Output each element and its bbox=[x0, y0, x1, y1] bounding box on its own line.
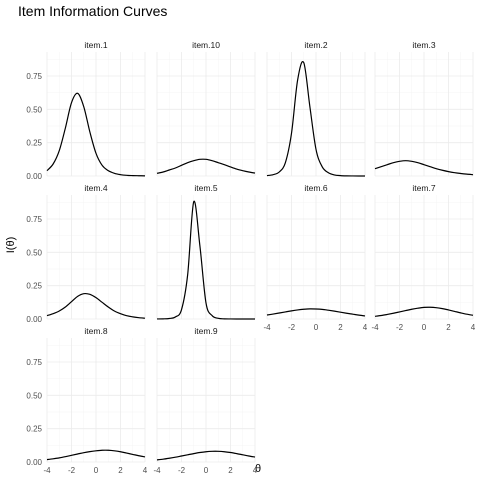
y-tick-label: 0.00 bbox=[26, 315, 42, 324]
y-tick-label: 0.25 bbox=[26, 425, 42, 434]
facet-panel: item.7 -4 -2 0 2 4 bbox=[371, 183, 475, 332]
x-axis-title: θ bbox=[255, 463, 261, 475]
facet-strip-label: item.9 bbox=[194, 326, 217, 336]
facet-panel: item.2 bbox=[266, 40, 366, 177]
facet-strip-label: item.1 bbox=[84, 40, 107, 50]
x-tick-label: -2 bbox=[288, 323, 296, 332]
x-tick-label: 4 bbox=[143, 466, 148, 475]
x-tick-label: -4 bbox=[153, 466, 161, 475]
information-curve bbox=[266, 61, 366, 177]
information-curve bbox=[374, 160, 474, 176]
x-tick-label: -2 bbox=[396, 323, 404, 332]
facet-strip-label: item.7 bbox=[412, 183, 435, 193]
facet-strip-label: item.6 bbox=[304, 183, 327, 193]
x-tick-label: -4 bbox=[263, 323, 271, 332]
y-tick-label: 0.75 bbox=[26, 72, 42, 81]
x-tick-label: 0 bbox=[204, 466, 209, 475]
y-tick-label: 0.50 bbox=[26, 248, 42, 257]
facet-strip-label: item.3 bbox=[412, 40, 435, 50]
information-curve bbox=[374, 306, 474, 317]
information-curve bbox=[156, 450, 256, 461]
y-tick-label: 0.75 bbox=[26, 215, 42, 224]
y-tick-label: 0.25 bbox=[26, 139, 42, 148]
facet-strip-label: item.10 bbox=[192, 40, 220, 50]
facet-panel: item.5 bbox=[156, 183, 256, 320]
y-axis-title: I(θ) bbox=[5, 237, 17, 254]
x-tick-label: 4 bbox=[363, 323, 368, 332]
facet-panel: item.8 0.00 0.25 0.50 0.75 -4 -2 0 2 4 bbox=[26, 326, 147, 475]
facet-strip-label: item.8 bbox=[84, 326, 107, 336]
facet-strip-label: item.5 bbox=[194, 183, 217, 193]
x-tick-label: -2 bbox=[178, 466, 186, 475]
y-tick-label: 0.50 bbox=[26, 391, 42, 400]
x-tick-label: -4 bbox=[43, 466, 51, 475]
x-tick-label: 4 bbox=[471, 323, 476, 332]
x-tick-label: 0 bbox=[422, 323, 427, 332]
facet-panels: item.1 0.00 0.25 0.50 0.75 item.10 item.2 item.… bbox=[26, 40, 475, 475]
information-curve bbox=[46, 92, 146, 177]
x-tick-label: 0 bbox=[314, 323, 319, 332]
facet-panel: item.6 -4 -2 0 2 4 bbox=[263, 183, 367, 332]
x-tick-label: 4 bbox=[253, 466, 258, 475]
y-tick-label: 0.75 bbox=[26, 358, 42, 367]
x-tick-label: -4 bbox=[371, 323, 379, 332]
information-curve bbox=[46, 449, 146, 461]
information-curve bbox=[156, 158, 256, 174]
facet-panel: item.4 0.00 0.25 0.50 0.75 bbox=[26, 183, 146, 324]
chart-title: Item Information Curves bbox=[18, 3, 167, 19]
y-tick-label: 0.00 bbox=[26, 172, 42, 181]
facet-strip-label: item.2 bbox=[304, 40, 327, 50]
facet-strip-label: item.4 bbox=[84, 183, 107, 193]
x-tick-label: 0 bbox=[94, 466, 99, 475]
x-tick-label: -2 bbox=[68, 466, 76, 475]
facet-panel: item.10 bbox=[156, 40, 256, 177]
information-curve bbox=[266, 308, 366, 317]
y-tick-label: 0.25 bbox=[26, 282, 42, 291]
facet-panel: item.1 0.00 0.25 0.50 0.75 bbox=[26, 40, 146, 181]
y-tick-label: 0.50 bbox=[26, 105, 42, 114]
facet-panel: item.9 -4 -2 0 2 4 bbox=[153, 326, 257, 475]
information-curve bbox=[46, 292, 146, 319]
y-tick-label: 0.00 bbox=[26, 458, 42, 467]
x-tick-label: 2 bbox=[228, 466, 233, 475]
x-tick-label: 2 bbox=[118, 466, 123, 475]
x-tick-label: 2 bbox=[446, 323, 451, 332]
facet-panel: item.3 bbox=[374, 40, 474, 177]
x-tick-label: 2 bbox=[338, 323, 343, 332]
information-curve bbox=[156, 200, 255, 320]
